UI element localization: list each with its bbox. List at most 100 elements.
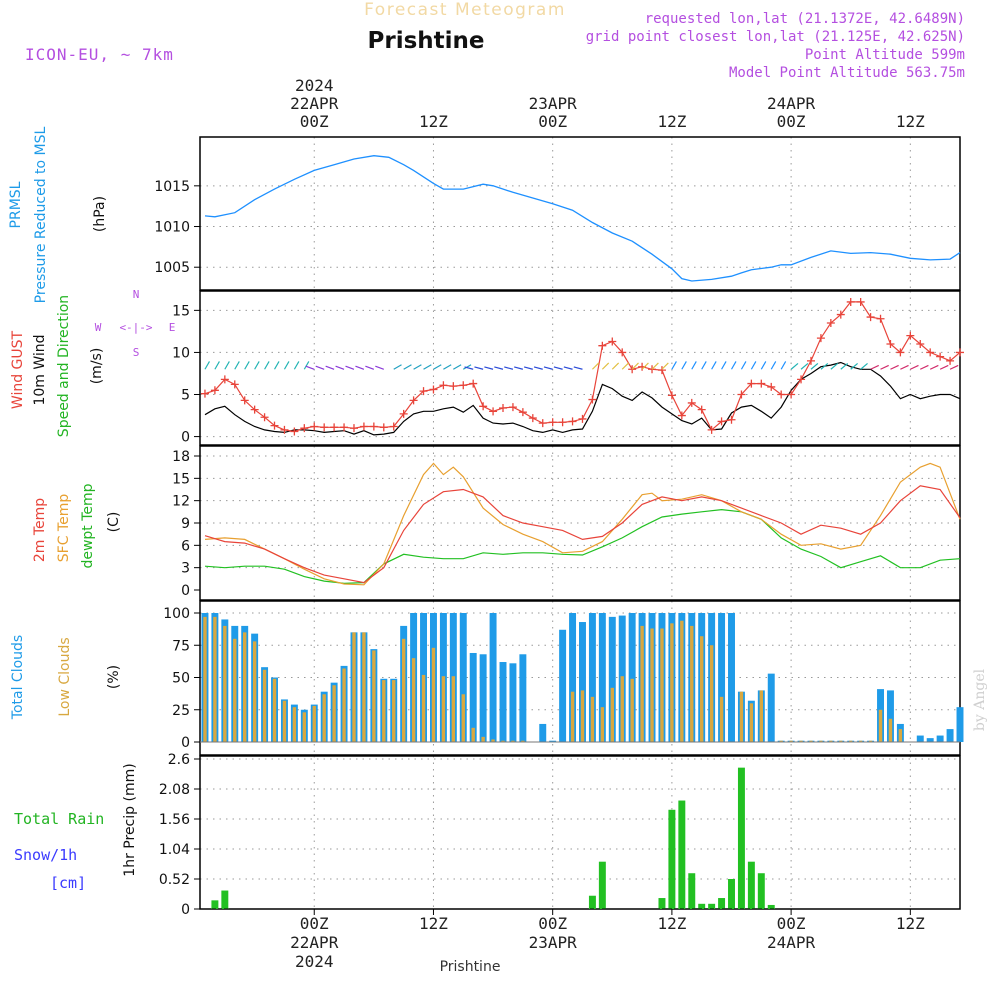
wind-compass: N S W E <-|-> — [95, 288, 176, 359]
precip-axis-label: 1hr Precip (mm) — [122, 763, 138, 876]
wind-dir-arrow-31 — [504, 366, 514, 370]
gust-marker-42 — [618, 348, 627, 357]
total-cloud-bar-26 — [459, 613, 467, 742]
wind-dir-arrow-61 — [810, 363, 819, 370]
gust-marker-69 — [886, 340, 895, 349]
wind-dir-arrow-44 — [641, 362, 649, 370]
gust-marker-48 — [677, 411, 686, 420]
precip-ytick-label-2: 1.04 — [159, 842, 190, 858]
low-cloud-bar-30 — [501, 740, 505, 742]
gust-marker-35 — [548, 418, 557, 427]
wind-dir-arrow-2 — [224, 361, 230, 370]
gust-marker-62 — [816, 334, 825, 343]
low-cloud-bar-59 — [789, 740, 793, 742]
bottom-date-label-2: 23APR — [529, 933, 578, 952]
clouds-unit: (%) — [106, 665, 122, 689]
total-cloud-bar-30 — [499, 662, 507, 742]
bottom-hour-label-3: 12Z — [657, 914, 686, 933]
gust-marker-55 — [747, 379, 756, 388]
top-hour-label-4: 00Z — [777, 112, 806, 131]
wind-dir-arrow-19 — [393, 364, 402, 370]
top-hour-label-5: 12Z — [896, 112, 925, 131]
low-cloud-bar-11 — [312, 705, 316, 742]
wind-dir-arrow-38 — [573, 366, 583, 370]
total-rain-label: Total Rain — [14, 810, 104, 828]
wind-dir-arrow-54 — [740, 361, 747, 370]
compass-west: W — [95, 321, 102, 334]
wind-dir-arrow-42 — [621, 362, 630, 370]
low-cloud-bar-46 — [660, 628, 664, 742]
wind-dir-arrow-21 — [413, 364, 422, 370]
wind-ytick-label-2: 10 — [172, 345, 190, 361]
low-cloud-bar-61 — [809, 740, 813, 742]
pressure-ytick-label-1: 1010 — [154, 220, 190, 236]
gust-marker-12 — [320, 423, 329, 432]
gust-marker-25 — [449, 382, 458, 391]
total-cloud-bar-28 — [479, 654, 487, 742]
total-cloud-bar-41 — [608, 616, 616, 742]
temp-ytick-label-6: 18 — [172, 449, 190, 465]
low-cloud-bar-12 — [322, 694, 326, 742]
pressure-line — [204, 155, 961, 282]
total-cloud-bar-74 — [936, 735, 944, 742]
low-cloud-bar-69 — [888, 718, 893, 742]
low-cloud-bar-44 — [640, 625, 644, 742]
total-cloud-bar-27 — [469, 652, 477, 742]
gust-marker-73 — [926, 348, 935, 357]
wind-dir-arrow-59 — [790, 363, 799, 370]
requested-coordinates: requested lon,lat (21.1372E, 42.6489N) — [645, 11, 965, 27]
total-cloud-bar-36 — [559, 629, 567, 742]
low-cloud-bar-32 — [521, 740, 525, 742]
wind-dir-arrow-52 — [721, 361, 727, 370]
low-cloud-bar-25 — [451, 676, 456, 742]
compass-south: S — [133, 346, 140, 359]
low-cloud-bar-19 — [392, 680, 396, 742]
low-cloud-bar-48 — [680, 620, 684, 742]
gust-marker-47 — [667, 391, 676, 400]
wind-speed-dir-label: Speed and Direction — [56, 295, 72, 437]
total-cloud-bar-52 — [718, 613, 726, 742]
gust-marker-10 — [300, 424, 309, 433]
gust-marker-37 — [568, 417, 577, 426]
wind-ytick-label-0: 0 — [181, 430, 190, 446]
rain-bar-9 — [708, 903, 716, 909]
wind-dir-arrow-1 — [214, 361, 220, 370]
gust-marker-31 — [508, 403, 517, 412]
rain-bar-10 — [718, 898, 726, 909]
low-cloud-bar-0 — [203, 616, 207, 742]
wind-dir-arrow-75 — [949, 364, 959, 370]
bottom-hour-label-2: 00Z — [538, 914, 567, 933]
wind-dir-arrow-32 — [514, 366, 524, 370]
total-cloud-bar-32 — [519, 654, 527, 742]
wind-unit: (m/s) — [89, 348, 105, 385]
gust-marker-33 — [528, 414, 537, 423]
wind-dir-arrow-58 — [780, 361, 787, 370]
wind-dir-arrow-68 — [880, 364, 889, 370]
temp-dew-label: dewpt Temp — [80, 483, 96, 568]
clouds-ytick-label-4: 100 — [163, 606, 190, 622]
compass-east: E — [169, 321, 176, 334]
gust-marker-6 — [260, 413, 269, 422]
wind-dir-arrow-14 — [335, 365, 345, 370]
low-cloud-bar-8 — [282, 700, 287, 742]
wind-dir-arrow-3 — [234, 361, 240, 370]
gust-marker-61 — [806, 356, 815, 365]
bottom-hour-label-5: 12Z — [896, 914, 925, 933]
wind-dir-arrow-24 — [443, 364, 452, 370]
low-cloud-bar-3 — [233, 638, 237, 742]
gust-marker-11 — [310, 422, 319, 431]
wind-dir-arrow-15 — [345, 365, 355, 370]
wind-dir-arrow-64 — [840, 363, 849, 370]
compass-north: N — [133, 288, 140, 301]
wind-dir-arrow-67 — [870, 364, 879, 370]
total-cloud-bar-73 — [926, 738, 934, 742]
top-date-label-4: 24APR — [767, 94, 816, 113]
low-cloud-bar-21 — [411, 658, 416, 742]
total-cloud-bar-40 — [598, 613, 606, 742]
precip-ytick-label-4: 2.08 — [159, 782, 190, 798]
low-cloud-bar-17 — [372, 650, 376, 742]
wind-gust-label: Wind GUST — [10, 330, 26, 409]
total-cloud-bar-69 — [886, 690, 894, 742]
